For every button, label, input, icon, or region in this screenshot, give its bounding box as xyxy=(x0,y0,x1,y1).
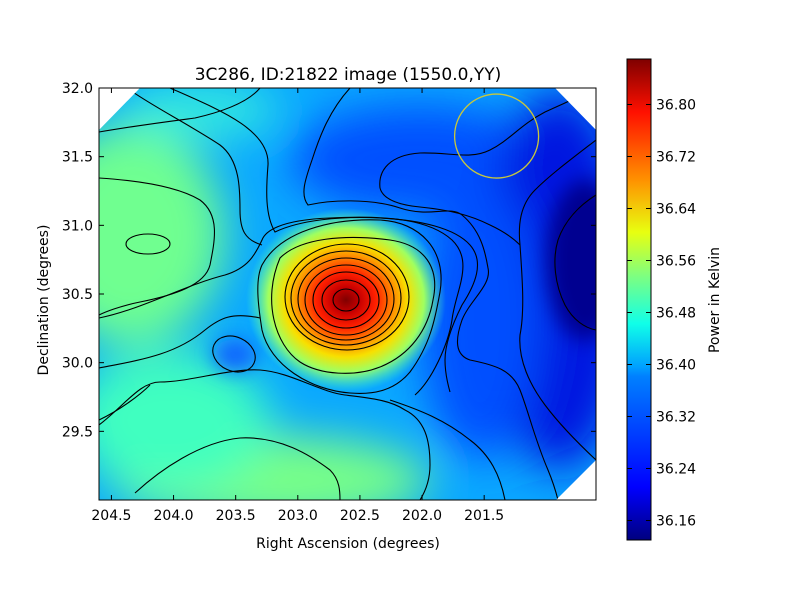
contour-line xyxy=(126,88,263,246)
contour-line xyxy=(379,187,521,246)
colorbar-tick-label: 36.48 xyxy=(656,306,696,322)
y-tick-label: 30.0 xyxy=(62,356,93,372)
contour-line xyxy=(99,384,151,421)
y-tick-label: 30.5 xyxy=(62,287,93,303)
contour-line xyxy=(99,177,216,316)
contour-line xyxy=(134,437,341,500)
colorbar-tick-label: 36.64 xyxy=(656,202,696,218)
colorbar-tick-label: 36.16 xyxy=(656,514,696,530)
high-region-northwest xyxy=(120,88,280,140)
x-tick-label: 204.5 xyxy=(91,508,131,524)
contour-line xyxy=(332,288,360,312)
contours xyxy=(99,88,596,500)
x-tick-label: 201.5 xyxy=(464,508,504,524)
contour-line xyxy=(379,95,581,189)
beam-circle xyxy=(453,93,540,179)
x-axis-label: Right Ascension (degrees) xyxy=(256,536,440,552)
contour-line xyxy=(321,279,371,321)
y-tick-label: 31.0 xyxy=(62,218,93,234)
mid-region-southwest xyxy=(99,350,270,490)
contour-line xyxy=(257,219,442,394)
low-region-far-east xyxy=(547,180,596,340)
colorbar-tick-label: 36.24 xyxy=(656,462,696,478)
x-axis-ticks: 204.5 204.0 203.5 203.0 202.5 202.0 201.5 xyxy=(91,88,504,524)
contour-line xyxy=(271,236,436,374)
colorbar-tick-label: 36.72 xyxy=(656,150,696,166)
contour-line xyxy=(518,139,596,461)
y-axis-label: Declination (degrees) xyxy=(36,225,52,376)
x-tick-label: 203.0 xyxy=(278,508,318,524)
contour-line xyxy=(290,250,402,346)
contour-line xyxy=(99,315,261,369)
x-tick-label: 202.0 xyxy=(402,508,442,524)
colorbar-ticks: 36.16 36.24 36.32 36.40 36.48 36.56 36.64 36.72… xyxy=(627,98,696,530)
heatmap xyxy=(99,88,596,500)
contour-line xyxy=(297,257,395,341)
y-tick-label: 31.5 xyxy=(62,150,93,166)
contour-line xyxy=(99,216,464,396)
contour-line xyxy=(99,369,431,500)
contour-line xyxy=(312,271,380,329)
contour-line xyxy=(389,399,506,500)
colorbar-label: Power in Kelvin xyxy=(707,247,723,353)
colorbar-gradient xyxy=(626,58,652,541)
contour-line xyxy=(304,264,388,336)
y-tick-label: 29.5 xyxy=(62,424,93,440)
x-tick-label: 204.0 xyxy=(154,508,194,524)
y-axis-ticks: 29.5 30.0 30.5 31.0 31.5 32.0 xyxy=(62,81,596,440)
y-tick-label: 32.0 xyxy=(62,81,93,97)
colorbar-tick-label: 36.80 xyxy=(656,98,696,114)
contour-line xyxy=(554,194,596,331)
contour-line xyxy=(303,88,559,500)
colorbar-tick-label: 36.40 xyxy=(656,358,696,374)
source-peak xyxy=(246,208,446,392)
contour-line xyxy=(284,243,410,351)
high-region-west xyxy=(99,125,225,345)
x-tick-label: 203.5 xyxy=(216,508,256,524)
low-region-dip-west xyxy=(213,339,257,371)
contour-line xyxy=(212,335,256,373)
contour-line xyxy=(99,88,261,133)
contour-line xyxy=(125,233,171,255)
contour-line xyxy=(169,88,479,393)
colorbar-tick-label: 36.32 xyxy=(656,410,696,426)
chart-title: 3C286, ID:21822 image (1550.0,YY) xyxy=(195,65,502,85)
colorbar-tick-label: 36.56 xyxy=(656,254,696,270)
x-tick-label: 202.5 xyxy=(340,508,380,524)
colorbar: 36.16 36.24 36.32 36.40 36.48 36.56 36.64 36.72… xyxy=(626,58,723,541)
